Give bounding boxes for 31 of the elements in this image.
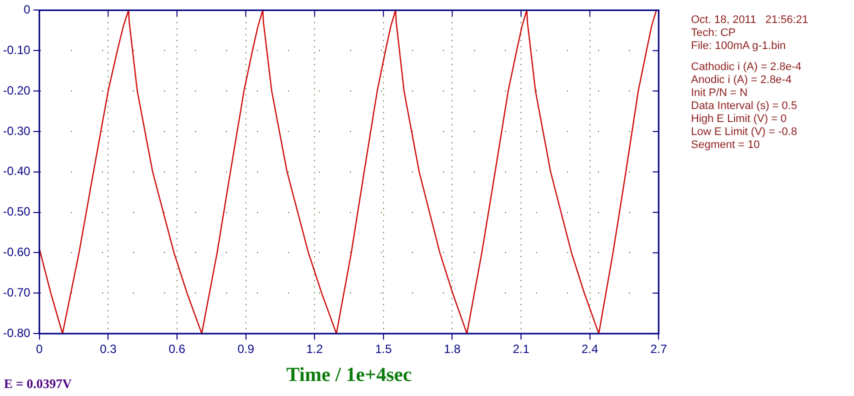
x-tick-label: 2.4 (582, 342, 599, 356)
text: Low E Limit (V) = -0.8 (691, 126, 798, 139)
y-tick-label: -0.20 (2, 83, 31, 98)
x-tick-label: 1.2 (306, 342, 324, 356)
y-tick-label: -0.60 (2, 245, 31, 260)
x-tick-label: 0.9 (237, 342, 254, 356)
text: Segment = 10 (691, 139, 761, 152)
text: Anodic i (A) = 2.8e-4 (691, 74, 793, 87)
text: High E Limit (V) = 0 (691, 113, 788, 126)
y-tick-label: -0.70 (2, 285, 31, 300)
text: E = 0.0397V (4, 376, 72, 392)
y-tick-label: -0.80 (2, 326, 31, 340)
text: Oct. 18, 2011 21:56:21 (691, 14, 808, 27)
x-tick-label: 1.5 (375, 342, 392, 356)
y-tick-label: -0.10 (2, 42, 31, 57)
text: Cathodic i (A) = 2.8e-4 (691, 61, 802, 74)
text: File: 100mA g-1.bin (691, 40, 787, 53)
y-tick-label: -0.50 (2, 204, 31, 219)
x-axis-title: Time / 1e+4sec (286, 364, 412, 386)
x-tick-label: 0.3 (100, 342, 117, 356)
x-tick-label: 1.8 (444, 342, 461, 356)
x-tick-label: 0 (36, 342, 44, 356)
x-tick-label: 2.1 (512, 342, 530, 356)
y-tick-label: 0 (24, 2, 31, 17)
y-tick-label: -0.30 (2, 124, 31, 138)
text: Init P/N = N (691, 87, 749, 100)
x-tick-label: 0.6 (168, 342, 186, 356)
y-tick-label: -0.40 (2, 164, 31, 178)
text: Data Interval (s) = 0.5 (691, 100, 798, 113)
x-tick-label: 2.7 (650, 342, 668, 356)
text: Tech: CP (691, 27, 737, 40)
